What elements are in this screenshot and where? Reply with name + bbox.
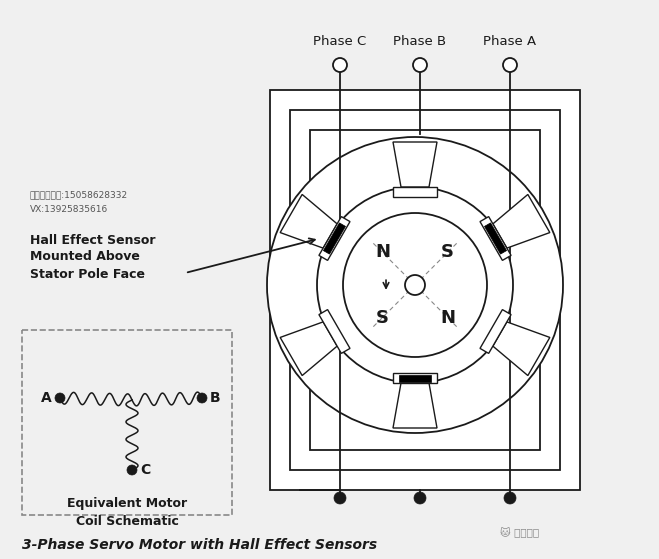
- Text: Hall Effect Sensor: Hall Effect Sensor: [30, 234, 156, 247]
- Text: Phase A: Phase A: [484, 35, 536, 48]
- Polygon shape: [484, 223, 507, 254]
- Text: Stator Pole Face: Stator Pole Face: [30, 268, 145, 281]
- Text: A: A: [42, 391, 52, 405]
- Circle shape: [343, 213, 487, 357]
- Polygon shape: [480, 216, 511, 260]
- Polygon shape: [493, 195, 550, 248]
- Circle shape: [317, 187, 513, 383]
- Text: VX:13925835616: VX:13925835616: [30, 206, 108, 215]
- Text: Coil Schematic: Coil Schematic: [76, 515, 179, 528]
- Polygon shape: [324, 223, 345, 254]
- Polygon shape: [319, 216, 350, 260]
- Polygon shape: [319, 310, 350, 353]
- Circle shape: [503, 58, 517, 72]
- Text: Phase C: Phase C: [314, 35, 366, 48]
- Circle shape: [127, 465, 137, 475]
- Polygon shape: [480, 310, 511, 353]
- Circle shape: [405, 275, 425, 295]
- Polygon shape: [310, 130, 540, 450]
- Polygon shape: [280, 195, 337, 248]
- Text: N: N: [375, 244, 390, 262]
- Circle shape: [267, 137, 563, 433]
- Circle shape: [414, 492, 426, 504]
- Text: Equivalent Motor: Equivalent Motor: [67, 496, 187, 509]
- Text: Phase B: Phase B: [393, 35, 447, 48]
- Circle shape: [55, 393, 65, 403]
- Polygon shape: [393, 187, 438, 197]
- Polygon shape: [290, 110, 560, 470]
- Polygon shape: [393, 383, 437, 428]
- Text: 3-Phase Servo Motor with Hall Effect Sensors: 3-Phase Servo Motor with Hall Effect Sen…: [22, 538, 377, 552]
- Text: C: C: [140, 463, 150, 477]
- Circle shape: [333, 58, 347, 72]
- Text: S: S: [441, 244, 454, 262]
- Circle shape: [413, 58, 427, 72]
- Polygon shape: [270, 90, 580, 490]
- Text: N: N: [440, 309, 455, 326]
- Circle shape: [334, 492, 346, 504]
- Text: 业务和询余生:15058628332: 业务和询余生:15058628332: [30, 191, 128, 200]
- Polygon shape: [393, 142, 437, 187]
- Polygon shape: [393, 373, 438, 383]
- Polygon shape: [280, 322, 337, 376]
- Polygon shape: [399, 375, 431, 381]
- Text: 🐱 罗罗日记: 🐱 罗罗日记: [500, 528, 539, 538]
- Text: Mounted Above: Mounted Above: [30, 250, 140, 263]
- Text: B: B: [210, 391, 221, 405]
- Circle shape: [197, 393, 207, 403]
- Circle shape: [504, 492, 516, 504]
- Polygon shape: [493, 322, 550, 376]
- Text: S: S: [376, 309, 389, 326]
